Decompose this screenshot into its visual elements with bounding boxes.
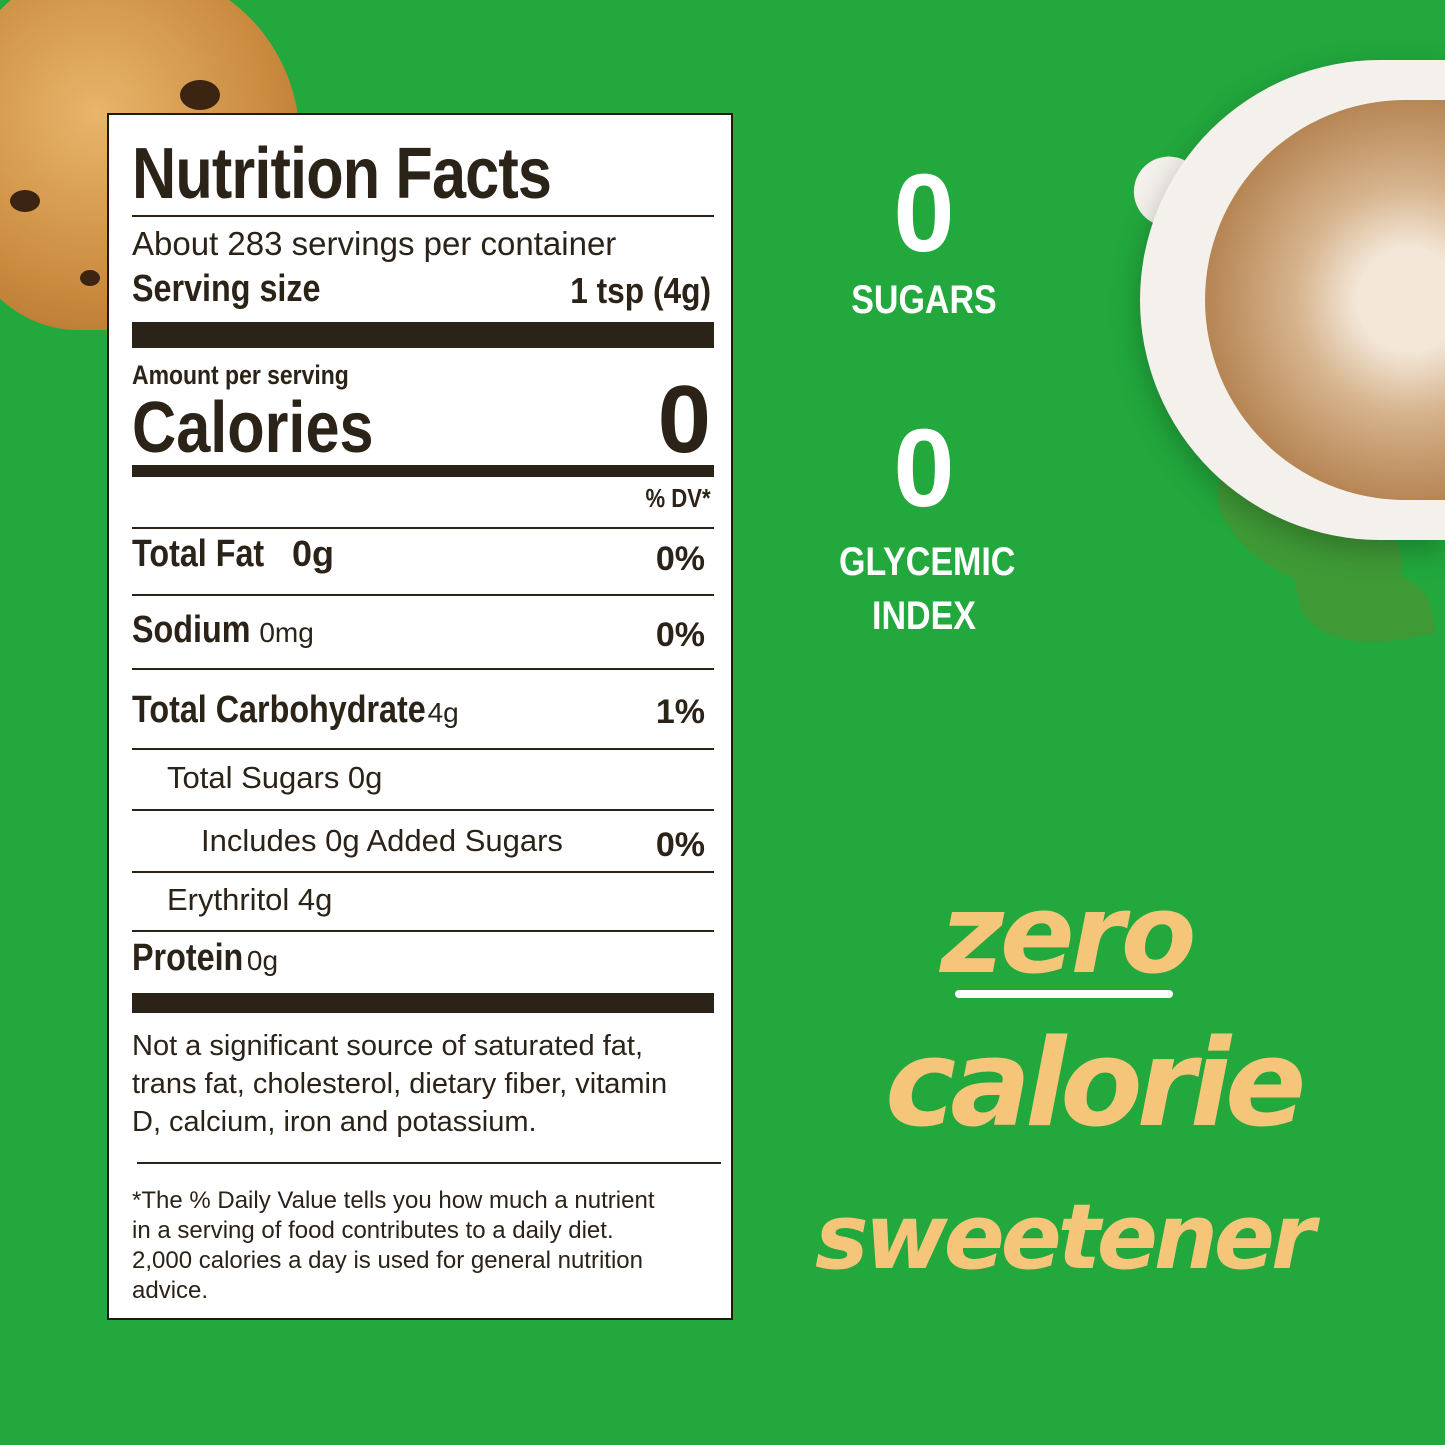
nutrient-row-sodium: Sodium 0mg [132, 609, 314, 652]
nutrient-row-total-sugars: Total Sugars 0g [167, 760, 383, 795]
calories-value: 0 [657, 366, 711, 473]
divider [132, 668, 714, 670]
nutrient-row-erythritol: Erythritol 4g [167, 882, 333, 917]
nutrient-name: Protein [132, 937, 244, 979]
nutrient-amount: 4g [427, 697, 459, 728]
nutrient-row-total-carbohydrate: Total Carbohydrate4g [132, 689, 459, 732]
nutrient-name: Total Carbohydrate [132, 689, 426, 731]
divider [132, 809, 714, 811]
divider [132, 215, 714, 217]
tagline-calorie: calorie [885, 1015, 1306, 1154]
thick-divider [132, 993, 714, 1013]
dv-sodium: 0% [655, 616, 705, 654]
amount-per-serving: Amount per serving [132, 360, 349, 390]
nutrient-amount: 0g [246, 945, 279, 976]
nutrient-amount: 0g [291, 533, 334, 574]
nutrient-name: Total Fat [132, 533, 265, 575]
underline-decoration [955, 990, 1173, 998]
divider [132, 871, 714, 873]
servings-per-container: About 283 servings per container [132, 225, 617, 262]
nutrient-amount: 0mg [259, 617, 314, 648]
dv-header: % DV* [645, 483, 711, 513]
divider [132, 594, 714, 596]
tagline-sweetener: sweetener [815, 1185, 1315, 1290]
calories-label: Calories [132, 388, 374, 468]
nutrition-facts-label: Nutrition Facts About 283 servings per c… [107, 113, 733, 1320]
serving-size-value: 1 tsp (4g) [570, 270, 711, 311]
divider [132, 748, 714, 750]
nutrient-row-added-sugars: Includes 0g Added Sugars [201, 823, 563, 858]
label-title: Nutrition Facts [132, 134, 552, 214]
divider [137, 1162, 721, 1164]
daily-value-footnote: *The % Daily Value tells you how much a … [132, 1187, 655, 1304]
glycemic-index-value: 0 [893, 407, 955, 530]
nutrient-row-protein: Protein 0g [132, 937, 278, 980]
nutrient-name: Sodium [132, 609, 251, 651]
nutrient-row-total-fat: Total Fat 0g [132, 533, 334, 576]
dv-total-carbohydrate: 1% [655, 693, 705, 731]
medium-divider [132, 465, 714, 477]
dv-total-fat: 0% [655, 540, 705, 578]
thick-divider [132, 322, 714, 348]
chocolate-chip [80, 270, 100, 286]
not-significant-note: Not a significant source of saturated fa… [132, 1030, 668, 1138]
glycemic-index-label: GLYCEMIC INDEX [839, 540, 1016, 638]
chocolate-chip [180, 80, 220, 110]
sugars-value: 0 [893, 152, 955, 275]
divider [132, 930, 714, 932]
chocolate-chip [10, 190, 40, 212]
tagline-zero: zero [940, 870, 1196, 998]
sugars-label: SUGARS [851, 278, 997, 322]
divider [132, 527, 714, 529]
dv-added-sugars: 0% [655, 826, 705, 864]
serving-size-label: Serving size [132, 268, 321, 310]
